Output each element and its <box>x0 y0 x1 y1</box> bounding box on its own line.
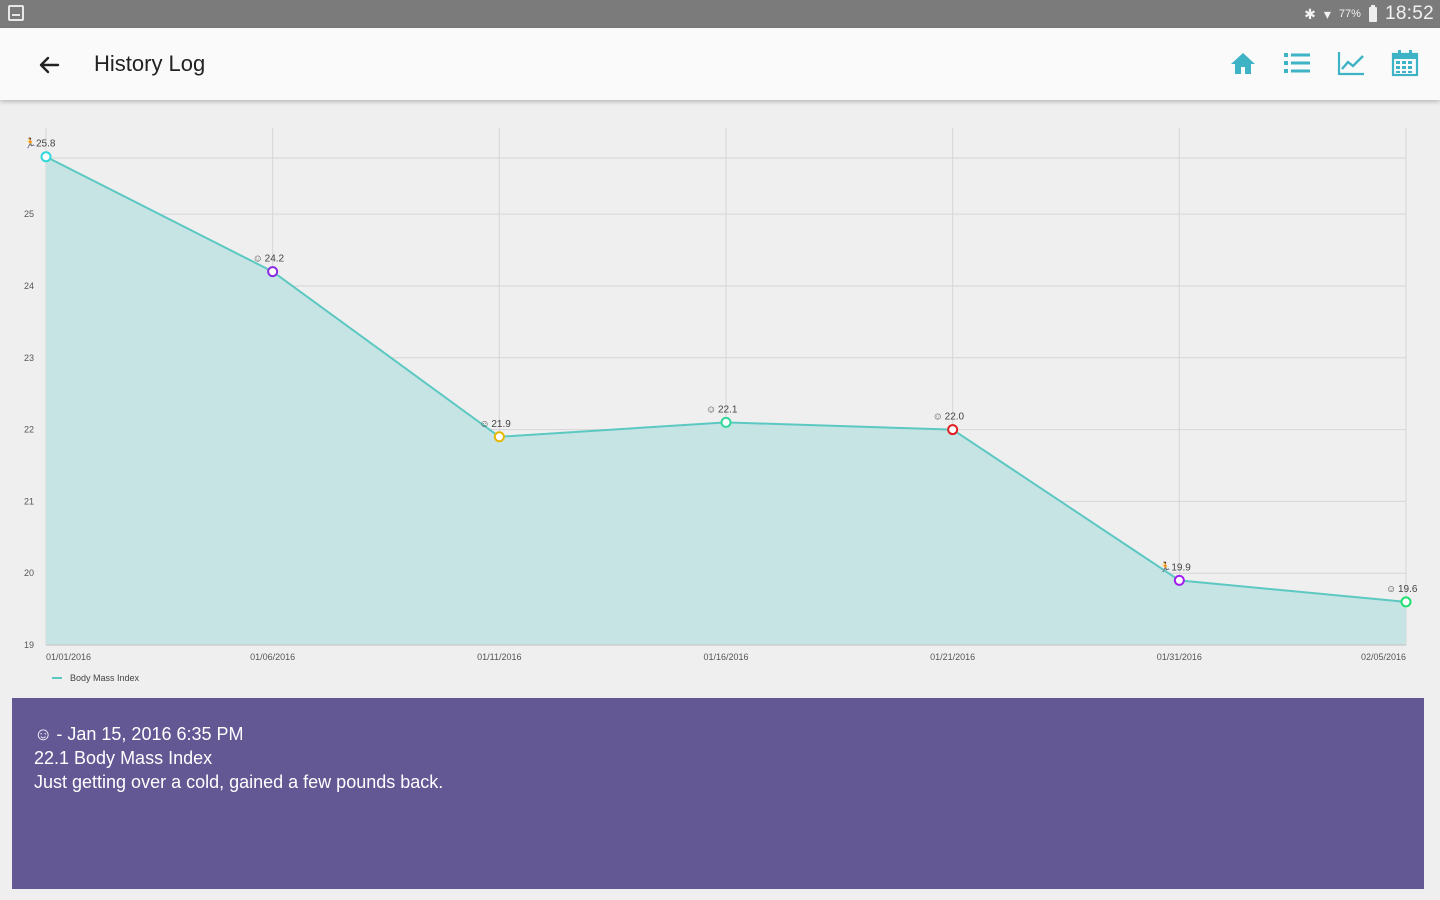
data-point <box>267 266 279 278</box>
wifi-icon: ▾ <box>1323 5 1331 22</box>
status-time: 18:52 <box>1384 3 1434 24</box>
neutral-face-icon: ☺ <box>34 724 53 744</box>
y-tick-label: 21 <box>24 496 34 506</box>
y-tick-label: 24 <box>24 281 34 291</box>
series-area <box>46 156 1406 645</box>
data-point <box>40 151 52 163</box>
data-point <box>1400 596 1412 608</box>
battery-percent: 77% <box>1338 8 1361 20</box>
data-label: 19.6 <box>1398 584 1418 595</box>
y-tick-label: 23 <box>24 353 34 363</box>
data-point <box>720 416 732 428</box>
data-label: 21.9 <box>491 419 511 430</box>
y-tick-label: 25 <box>24 209 34 219</box>
neutral-face-icon: ☺ <box>933 412 943 423</box>
entry-measurement: 22.1 Body Mass Index <box>34 748 213 768</box>
y-tick-label: 19 <box>24 640 34 650</box>
status-bar: ✱ ▾ 77% 18:52 <box>0 0 1440 28</box>
notification-icon <box>8 5 24 21</box>
y-tick-label: 20 <box>24 568 34 578</box>
data-label: 22.1 <box>718 404 738 415</box>
entry-date-prefix: - <box>56 724 68 744</box>
calendar-icon[interactable] <box>1390 48 1420 78</box>
entry-note: Just getting over a cold, gained a few p… <box>34 772 444 792</box>
x-tick-label: 02/05/2016 <box>1361 652 1406 662</box>
runner-icon: 🏃 <box>1159 560 1171 573</box>
runner-icon: 🏃 <box>24 137 36 150</box>
chart-icon[interactable] <box>1336 48 1366 78</box>
x-tick-label: 01/16/2016 <box>703 652 748 662</box>
x-tick-label: 01/21/2016 <box>930 652 975 662</box>
neutral-face-icon: ☺ <box>706 404 716 415</box>
neutral-face-icon: ☺ <box>479 419 489 430</box>
legend-label: Body Mass Index <box>70 673 140 683</box>
x-tick-label: 01/01/2016 <box>46 652 91 662</box>
home-icon[interactable] <box>1228 48 1258 78</box>
data-point <box>947 424 959 436</box>
bmi-chart: 19 20 21 22 23 24 25 01/01/2016 01/06/2016 01/11/… <box>0 108 1440 693</box>
back-arrow-icon[interactable] <box>34 50 64 80</box>
data-point <box>493 431 505 443</box>
x-tick-label: 01/06/2016 <box>250 652 295 662</box>
neutral-face-icon: ☺ <box>1386 584 1396 595</box>
data-label: 25.8 <box>36 139 56 150</box>
x-tick-label: 01/31/2016 <box>1157 652 1202 662</box>
data-label: 19.9 <box>1171 562 1191 573</box>
x-tick-label: 01/11/2016 <box>477 652 521 662</box>
entry-date: Jan 15, 2016 6:35 PM <box>67 724 244 744</box>
data-label: 22.0 <box>945 412 965 423</box>
list-icon[interactable] <box>1282 48 1312 78</box>
page-title: History Log <box>94 51 206 76</box>
entry-date-line: ☺ - Jan 15, 2016 6:35 PM <box>34 722 1402 746</box>
battery-icon <box>1368 4 1377 22</box>
y-tick-label: 22 <box>24 425 34 435</box>
neutral-face-icon: ☺ <box>253 254 263 265</box>
chart-svg[interactable]: 19 20 21 22 23 24 25 01/01/2016 01/06/2016 01/11/… <box>0 108 1440 693</box>
entry-info-panel: ☺ - Jan 15, 2016 6:35 PM 22.1 Body Mass I… <box>12 698 1424 889</box>
app-bar: History Log <box>0 28 1440 100</box>
data-label: 24.2 <box>265 254 285 265</box>
data-point <box>1173 574 1185 586</box>
bluetooth-icon: ✱ <box>1304 5 1316 22</box>
